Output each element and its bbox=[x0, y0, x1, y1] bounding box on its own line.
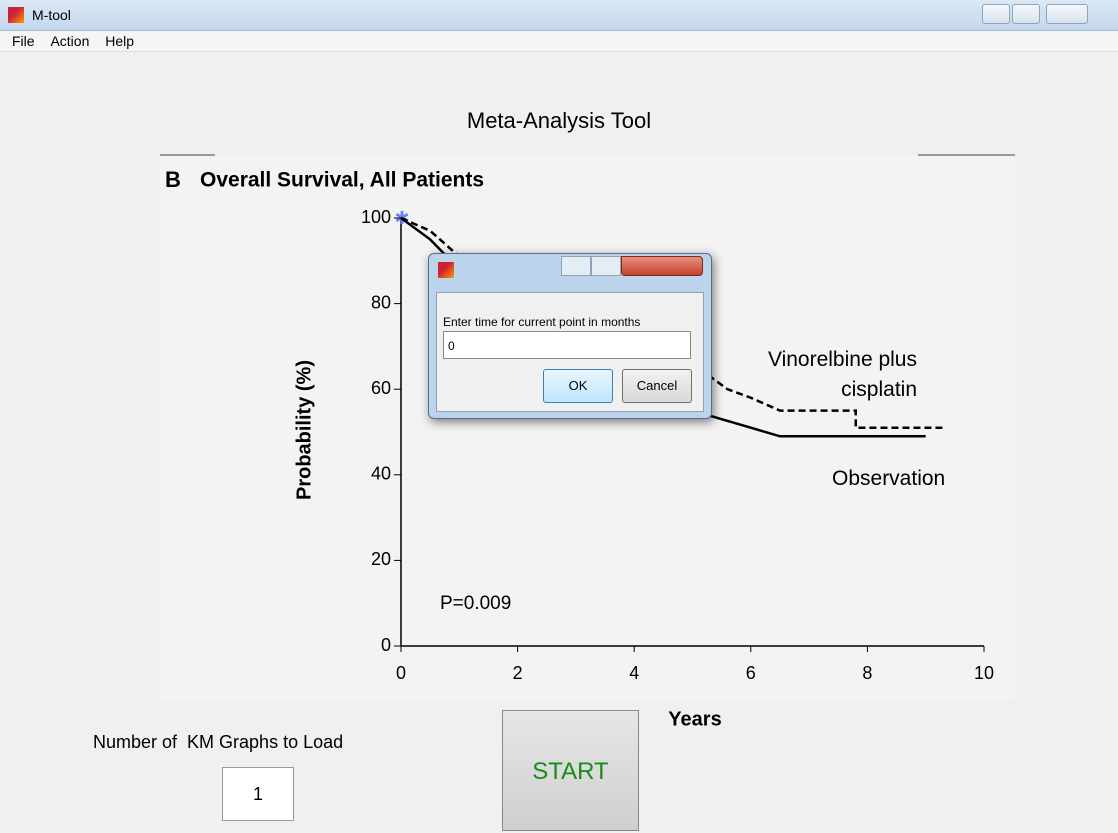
x-axis-label: Years bbox=[668, 708, 721, 730]
maximize-button[interactable] bbox=[1012, 4, 1040, 24]
x-tick-label: 4 bbox=[629, 663, 639, 683]
menu-item[interactable]: Help bbox=[105, 33, 135, 49]
menu-bar: File Action Help bbox=[0, 31, 1118, 52]
y-tick-label: 100 bbox=[361, 207, 391, 227]
x-tick-label: 8 bbox=[862, 663, 872, 683]
x-tick-label: 0 bbox=[396, 663, 406, 683]
close-button[interactable] bbox=[1046, 4, 1088, 24]
y-axis-label: Probability (%) bbox=[293, 360, 315, 500]
menu-item[interactable]: Action bbox=[50, 33, 90, 49]
x-tick-label: 6 bbox=[746, 663, 756, 683]
count-input[interactable]: 1 bbox=[222, 767, 294, 821]
x-tick-label: 10 bbox=[974, 663, 994, 683]
load-label: Number of KM Graphs to Load bbox=[93, 732, 344, 752]
app-title: Meta-Analysis Tool bbox=[466, 108, 652, 133]
cancel-button[interactable]: Cancel bbox=[622, 369, 692, 403]
y-tick-label: 40 bbox=[371, 464, 391, 484]
chart-title: Overall Survival, All Patients bbox=[200, 169, 484, 192]
series-label: Observation bbox=[832, 467, 946, 490]
dialog-icon bbox=[438, 262, 454, 278]
app-icon bbox=[8, 7, 24, 23]
window-title: M-tool bbox=[32, 7, 71, 23]
panel-label: B bbox=[165, 167, 181, 192]
time-input[interactable]: 0 bbox=[443, 331, 691, 359]
y-tick-label: 60 bbox=[371, 378, 391, 398]
y-tick-label: 20 bbox=[371, 549, 391, 569]
minimize-button[interactable] bbox=[982, 4, 1010, 24]
dialog-minimize[interactable] bbox=[561, 256, 591, 276]
input-dialog: Enter time for current point in months 0… bbox=[428, 253, 712, 419]
dialog-maximize[interactable] bbox=[591, 256, 621, 276]
ok-button[interactable]: OK bbox=[543, 369, 613, 403]
y-tick-label: 0 bbox=[381, 635, 391, 655]
title-bar: M-tool bbox=[0, 0, 1118, 31]
dialog-close[interactable] bbox=[621, 256, 703, 276]
y-tick-label: 80 bbox=[371, 292, 391, 312]
start-button[interactable]: START bbox=[502, 710, 639, 831]
dialog-body: Enter time for current point in months 0… bbox=[436, 292, 704, 412]
series-label: Vinorelbine plus cisplatin bbox=[767, 348, 917, 401]
x-tick-label: 2 bbox=[513, 663, 523, 683]
p-value: P=0.009 bbox=[440, 593, 511, 614]
dialog-prompt: Enter time for current point in months bbox=[443, 315, 641, 329]
menu-item[interactable]: File bbox=[12, 33, 35, 49]
